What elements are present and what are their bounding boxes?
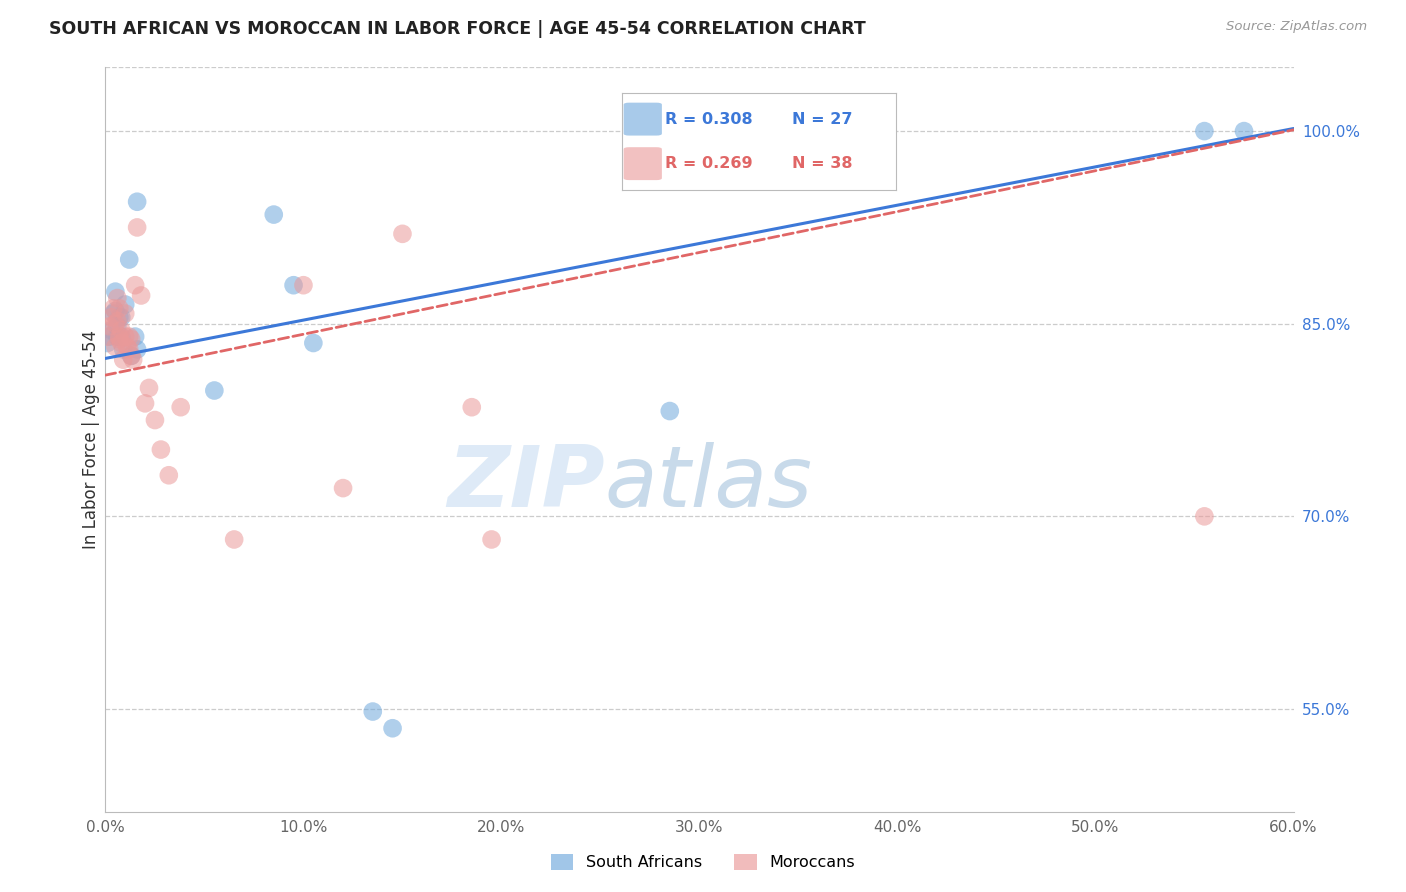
Point [224,533,246,547]
Point [118,343,141,357]
Text: R = 0.308: R = 0.308 [665,112,752,127]
Point [149,442,172,457]
Point [127,343,149,357]
Point [114,329,136,343]
Point [118,252,141,267]
Point [118,329,141,343]
Point [122,352,145,367]
Point [110,323,132,337]
Point [115,340,138,354]
Point [114,297,136,311]
Point [138,381,160,395]
Point [114,306,136,320]
Text: N = 38: N = 38 [792,156,852,171]
Point [1233,124,1256,138]
Point [302,336,325,351]
Point [481,533,503,547]
Text: N = 27: N = 27 [792,112,852,127]
Point [361,705,384,719]
Point [134,396,156,410]
Point [105,314,128,328]
Point [1194,509,1216,524]
Point [104,340,127,354]
Text: R = 0.269: R = 0.269 [665,156,752,171]
Point [120,349,142,363]
Point [103,306,125,320]
Point [110,336,132,351]
Point [170,401,193,415]
Point [103,301,125,316]
Point [127,220,149,235]
Point [120,349,142,363]
Legend: South Africans, Moroccans: South Africans, Moroccans [544,848,862,877]
Point [157,468,180,483]
Point [100,323,122,337]
Point [658,404,681,418]
Point [283,278,305,293]
Point [110,310,132,325]
FancyBboxPatch shape [624,147,662,180]
Point [461,401,484,415]
Point [104,317,127,331]
Point [143,413,166,427]
FancyBboxPatch shape [624,103,662,136]
Point [108,310,131,325]
Point [1194,124,1216,138]
Point [100,310,122,325]
Text: atlas: atlas [605,442,813,525]
Point [105,291,128,305]
Point [96,329,118,343]
Point [108,332,131,346]
Point [105,319,128,334]
Point [381,721,404,735]
Point [104,285,127,299]
Point [108,301,131,316]
Point [112,352,135,367]
Point [263,208,285,222]
Point [98,329,121,343]
Point [105,329,128,343]
Y-axis label: In Labor Force | Age 45-54: In Labor Force | Age 45-54 [82,330,100,549]
Point [110,329,132,343]
Point [127,194,149,209]
Text: Source: ZipAtlas.com: Source: ZipAtlas.com [1226,20,1367,33]
Point [104,304,127,318]
Point [108,329,131,343]
Text: SOUTH AFRICAN VS MOROCCAN IN LABOR FORCE | AGE 45-54 CORRELATION CHART: SOUTH AFRICAN VS MOROCCAN IN LABOR FORCE… [49,20,866,37]
Point [112,343,135,357]
Point [96,336,118,351]
Point [124,329,146,343]
Point [292,278,315,293]
Point [98,319,121,334]
Point [332,481,354,495]
Point [129,288,152,302]
Point [124,278,146,293]
Text: ZIP: ZIP [447,442,605,525]
Point [391,227,413,241]
Point [120,332,142,346]
Point [202,384,225,398]
